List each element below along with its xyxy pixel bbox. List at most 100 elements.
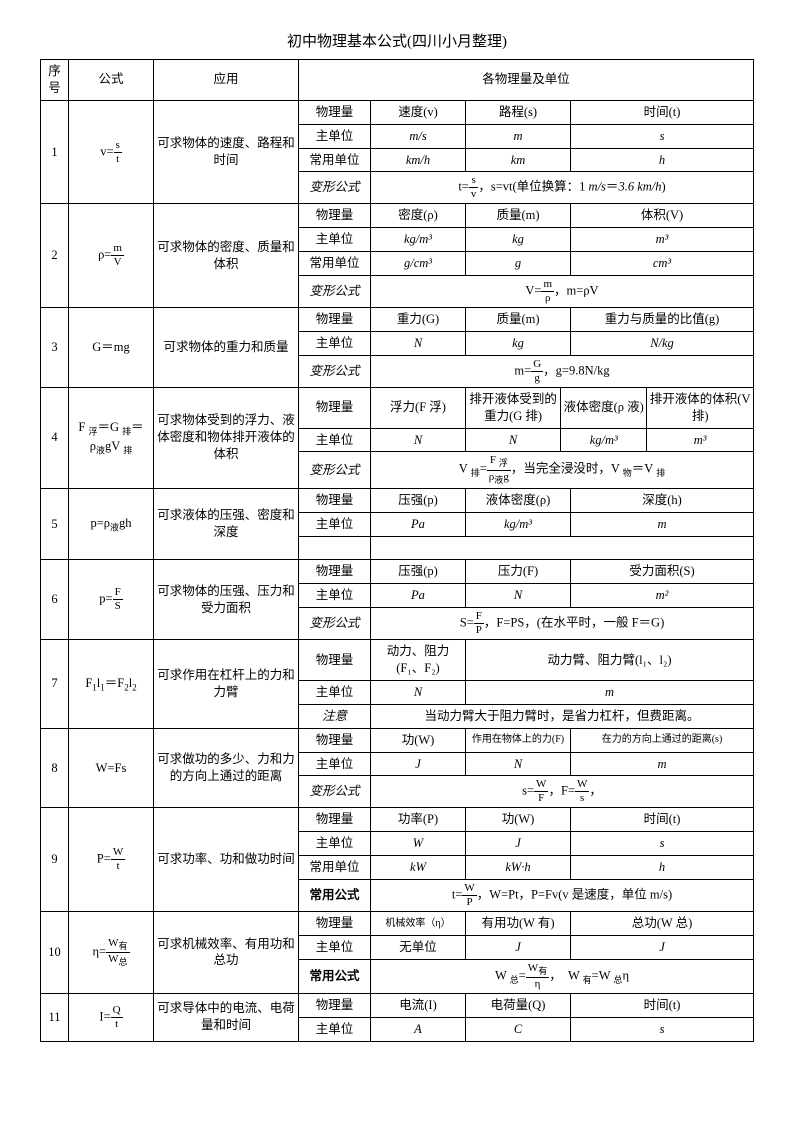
seq-cell: 3 xyxy=(41,308,69,388)
quantity-cell: 电流(I) xyxy=(371,993,466,1017)
quantity-cell: 时间(t) xyxy=(571,100,754,124)
table-row: 4 F 浮＝G 排＝ρ液gV 排 可求物体受到的浮力、液体密度和物体排开液体的体… xyxy=(41,387,754,428)
header-formula: 公式 xyxy=(69,60,154,101)
formula-cell: I=Qt xyxy=(69,993,154,1041)
table-row: 6 p=FS 可求物体的压强、压力和受力面积 物理量 压强(p) 压力(F) 受… xyxy=(41,560,754,584)
label-cell: 物理量 xyxy=(299,728,371,752)
app-cell: 可求做功的多少、力和力的方向上通过的距离 xyxy=(154,728,299,808)
label-cell: 主单位 xyxy=(299,428,371,452)
header-seq: 序号 xyxy=(41,60,69,101)
quantity-cell: 压强(p) xyxy=(371,488,466,512)
label-cell: 物理量 xyxy=(299,993,371,1017)
unit-cell: kg/m³ xyxy=(466,512,571,536)
seq-cell: 2 xyxy=(41,204,69,308)
unit-cell: km/h xyxy=(371,148,466,172)
formula-cell: F1l1＝F2l2 xyxy=(69,640,154,729)
seq-cell: 4 xyxy=(41,387,69,488)
label-cell: 常用单位 xyxy=(299,856,371,880)
label-cell: 常用公式 xyxy=(299,959,371,993)
table-row: 7 F1l1＝F2l2 可求作用在杠杆上的力和力臂 物理量 动力、阻力(F₁、F… xyxy=(41,640,754,681)
table-row: 3 G＝mg 可求物体的重力和质量 物理量 重力(G) 质量(m) 重力与质量的… xyxy=(41,308,754,332)
app-cell: 可求物体受到的浮力、液体密度和物体排开液体的体积 xyxy=(154,387,299,488)
table-row: 1 v=st 可求物体的速度、路程和时间 物理量 速度(v) 路程(s) 时间(… xyxy=(41,100,754,124)
quantity-cell: 受力面积(S) xyxy=(571,560,754,584)
unit-cell: N/kg xyxy=(571,331,754,355)
quantity-cell: 在力的方向上通过的距离(s) xyxy=(571,728,754,752)
seq-cell: 5 xyxy=(41,488,69,560)
sub-cell: kg/m³ xyxy=(561,429,647,452)
table-row: 10 η=W有W总 可求机械效率、有用功和总功 物理量 机械效率（η） 有用功(… xyxy=(41,912,754,936)
unit-cell: kg xyxy=(466,331,571,355)
table-row: 5 p=ρ液gh 可求液体的压强、密度和深度 物理量 压强(p) 液体密度(ρ)… xyxy=(41,488,754,512)
unit-cell: A xyxy=(371,1017,466,1041)
note-cell: 当动力臂大于阻力臂时，是省力杠杆，但费距离。 xyxy=(371,704,754,728)
quantity-cell: 速度(v) xyxy=(371,100,466,124)
header-quantities: 各物理量及单位 xyxy=(299,60,754,101)
app-cell: 可求物体的压强、压力和受力面积 xyxy=(154,560,299,640)
quantity-cell: 深度(h) xyxy=(571,488,754,512)
quantity-cell: 重力(G) xyxy=(371,308,466,332)
label-cell: 主单位 xyxy=(299,584,371,608)
unit-cell: kW xyxy=(371,856,466,880)
unit-cell: m³ xyxy=(571,228,754,252)
note-cell: S=FP，F=PS，(在水平时，一般 F＝G) xyxy=(371,608,754,640)
label-cell: 主单位 xyxy=(299,512,371,536)
note-cell: V 排=F 浮ρ液g，当完全浸没时，V 物＝V 排 xyxy=(371,452,754,488)
app-cell: 可求功率、功和做功时间 xyxy=(154,808,299,912)
unit-cell: m/s xyxy=(371,124,466,148)
unit-cell: h xyxy=(571,856,754,880)
label-cell: 变形公式 xyxy=(299,172,371,204)
note-cell: t=WP，W=Pt，P=Fv(v 是速度，单位 m/s) xyxy=(371,880,754,912)
label-cell: 物理量 xyxy=(299,808,371,832)
quantity-cell: 压强(p) xyxy=(371,560,466,584)
quantity-cell: 质量(m) xyxy=(466,308,571,332)
unit-cell: N xyxy=(371,331,466,355)
unit-cell: N xyxy=(371,428,466,452)
header-app: 应用 xyxy=(154,60,299,101)
label-cell: 变形公式 xyxy=(299,608,371,640)
seq-cell: 7 xyxy=(41,640,69,729)
unit-cell: m xyxy=(466,124,571,148)
formula-cell: G＝mg xyxy=(69,308,154,388)
quantity-cell: 质量(m) xyxy=(466,204,571,228)
unit-cell: N xyxy=(466,584,571,608)
label-cell: 物理量 xyxy=(299,387,371,428)
unit-cell: J xyxy=(466,832,571,856)
quantity-cell: 总功(W 总) xyxy=(571,912,754,936)
formula-cell: p=FS xyxy=(69,560,154,640)
label-cell: 变形公式 xyxy=(299,776,371,808)
label-cell: 主单位 xyxy=(299,935,371,959)
seq-cell: 10 xyxy=(41,912,69,994)
quantity-cell: 排开液体受到的重力(G 排) 液体密度(ρ 液) 排开液体的体积(V 排) xyxy=(466,387,754,428)
note-cell: V=mρ，m=ρV xyxy=(371,276,754,308)
unit-cell: m xyxy=(571,752,754,776)
quantity-cell: 功(W) xyxy=(371,728,466,752)
table-row: 9 P=Wt 可求功率、功和做功时间 物理量 功率(P) 功(W) 时间(t) xyxy=(41,808,754,832)
quantity-cell: 时间(t) xyxy=(571,993,754,1017)
app-cell: 可求物体的重力和质量 xyxy=(154,308,299,388)
sub-cell: m³ xyxy=(647,429,753,452)
unit-cell: N xyxy=(466,752,571,776)
formula-cell: F 浮＝G 排＝ρ液gV 排 xyxy=(69,387,154,488)
formula-cell: p=ρ液gh xyxy=(69,488,154,560)
unit-cell: s xyxy=(571,832,754,856)
quantity-cell: 压力(F) xyxy=(466,560,571,584)
unit-cell: N xyxy=(371,680,466,704)
label-cell: 物理量 xyxy=(299,640,371,681)
unit-cell: km xyxy=(466,148,571,172)
label-cell: 主单位 xyxy=(299,124,371,148)
seq-cell: 8 xyxy=(41,728,69,808)
note-cell: t=sv，s=vt(单位换算：1 m/s＝3.6 km/h) xyxy=(371,172,754,204)
quantity-cell: 密度(ρ) xyxy=(371,204,466,228)
seq-cell: 9 xyxy=(41,808,69,912)
app-cell: 可求作用在杠杆上的力和力臂 xyxy=(154,640,299,729)
note-cell: W 总=W有η， W 有=W 总η xyxy=(371,959,754,993)
label-cell: 变形公式 xyxy=(299,355,371,387)
physics-formula-table: 序号 公式 应用 各物理量及单位 1 v=st 可求物体的速度、路程和时间 物理… xyxy=(40,59,754,1042)
label-cell: 变形公式 xyxy=(299,452,371,488)
label-cell: 物理量 xyxy=(299,308,371,332)
app-cell: 可求机械效率、有用功和总功 xyxy=(154,912,299,994)
quantity-cell: 动力臂、阻力臂(l₁、l₂) xyxy=(466,640,754,681)
seq-cell: 1 xyxy=(41,100,69,204)
quantity-cell: 功(W) xyxy=(466,808,571,832)
